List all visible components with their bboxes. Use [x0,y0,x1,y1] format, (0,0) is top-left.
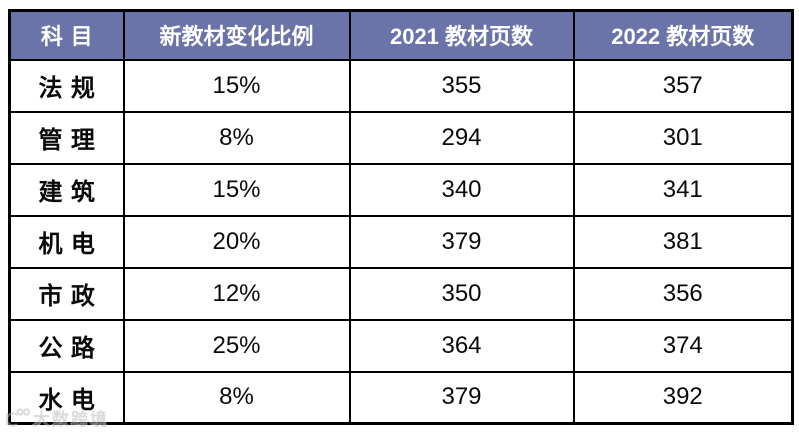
change-ratio-cell: 25% [122,318,351,373]
textbook-pages-comparison-table: 科目 新教材变化比例 2021 教材页数 2022 教材页数 法规 15% 35… [8,9,794,425]
change-ratio-cell: 12% [122,266,351,321]
pages-2022-cell: 374 [572,318,794,373]
change-ratio-cell: 8% [122,370,351,425]
pages-2021-cell: 355 [348,58,575,113]
subject-cell: 管理 [8,110,125,165]
pages-2022-cell: 392 [572,370,794,425]
pages-2021-cell: 379 [348,370,575,425]
table-row: 建筑 15% 340 341 [8,162,794,217]
pages-2021-cell: 340 [348,162,575,217]
table-row: 公路 25% 364 374 [8,318,794,373]
pages-2021-cell: 294 [348,110,575,165]
table-row: 法规 15% 355 357 [8,58,794,113]
subject-cell: 机电 [8,214,125,269]
table-row: 机电 20% 379 381 [8,214,794,269]
subject-cell: 建筑 [8,162,125,217]
pages-2022-cell: 356 [572,266,794,321]
pages-2021-cell: 364 [348,318,575,373]
change-ratio-cell: 8% [122,110,351,165]
change-ratio-cell: 20% [122,214,351,269]
subject-cell: 水电 [8,370,125,425]
subject-cell: 市政 [8,266,125,321]
pages-2021-cell: 379 [348,214,575,269]
change-ratio-cell: 15% [122,58,351,113]
pages-2022-cell: 357 [572,58,794,113]
table-row: 管理 8% 294 301 [8,110,794,165]
header-row: 科目 新教材变化比例 2021 教材页数 2022 教材页数 [8,9,794,61]
header-cell-2021-pages: 2021 教材页数 [348,9,575,61]
pages-2022-cell: 301 [572,110,794,165]
header-cell-2022-pages: 2022 教材页数 [572,9,794,61]
table-row: 市政 12% 350 356 [8,266,794,321]
subject-cell: 公路 [8,318,125,373]
change-ratio-cell: 15% [122,162,351,217]
pages-2022-cell: 381 [572,214,794,269]
table-row: 水电 8% 379 392 [8,370,794,425]
subject-cell: 法规 [8,58,125,113]
pages-2021-cell: 350 [348,266,575,321]
pages-2022-cell: 341 [572,162,794,217]
header-cell-change-ratio: 新教材变化比例 [122,9,351,61]
header-cell-subject: 科目 [8,9,125,61]
